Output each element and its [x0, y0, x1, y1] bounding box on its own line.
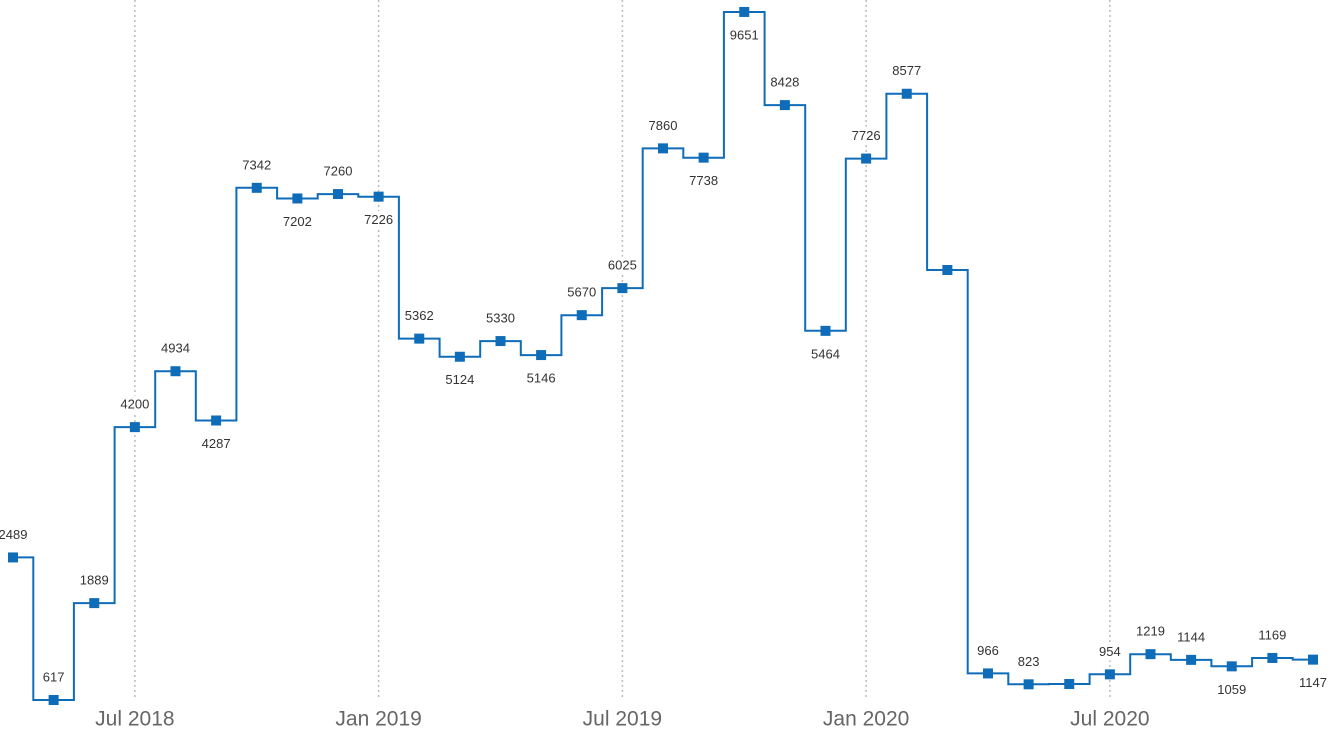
marker: [942, 264, 953, 275]
value-label: 1147: [1299, 675, 1327, 690]
marker: [1186, 654, 1197, 665]
marker: [1226, 661, 1237, 672]
marker: [251, 182, 262, 193]
x-tick-label: Jan 2019: [335, 708, 421, 731]
value-label: 5146: [527, 371, 556, 386]
marker: [861, 153, 872, 164]
value-label: 1889: [80, 573, 109, 588]
marker: [779, 100, 790, 111]
value-label: 823: [1018, 654, 1040, 669]
value-label: 8577: [892, 63, 921, 78]
marker: [414, 333, 425, 344]
marker: [211, 415, 222, 426]
value-label: 966: [977, 643, 999, 658]
value-label: 1219: [1136, 624, 1165, 639]
marker: [48, 695, 59, 706]
step-line: [13, 11, 1313, 701]
value-label: 7860: [649, 118, 678, 133]
value-label: 1144: [1177, 629, 1205, 644]
value-label: 7726: [852, 128, 881, 143]
value-label: 9651: [730, 27, 759, 42]
marker: [536, 350, 547, 361]
value-label: 7260: [324, 163, 353, 178]
marker: [1308, 654, 1318, 665]
marker: [901, 88, 912, 99]
value-label: 617: [43, 669, 65, 684]
value-label: 5330: [486, 310, 515, 325]
x-tick-label: Jul 2018: [95, 708, 174, 731]
value-label: 7342: [242, 157, 271, 172]
value-label: 954: [1099, 644, 1121, 659]
marker: [820, 325, 831, 336]
x-tick-label: Jan 2020: [823, 708, 909, 731]
marker: [739, 6, 750, 17]
marker: [333, 189, 343, 200]
value-label: 5670: [567, 285, 596, 300]
marker: [373, 191, 384, 202]
value-label: 8428: [770, 75, 799, 90]
value-label: 4200: [120, 397, 149, 412]
marker: [89, 598, 100, 609]
value-label: 7738: [689, 173, 718, 188]
value-label: 2489: [0, 527, 27, 542]
marker: [129, 422, 140, 433]
marker: [1023, 679, 1034, 690]
marker: [495, 336, 506, 347]
marker: [292, 193, 303, 204]
value-label: 1059: [1217, 682, 1246, 697]
marker: [170, 366, 181, 377]
marker: [1104, 669, 1115, 680]
marker: [658, 143, 668, 154]
x-tick-label: Jul 2019: [583, 708, 662, 731]
value-label: 4934: [161, 341, 190, 356]
x-tick-label: Jul 2020: [1070, 708, 1149, 731]
value-label: 7226: [364, 212, 393, 227]
value-label: 1169: [1258, 627, 1286, 642]
marker: [1267, 652, 1278, 663]
value-label: 5124: [445, 372, 474, 387]
value-label: 6025: [608, 258, 637, 273]
marker: [1064, 679, 1075, 690]
marker: [617, 283, 628, 294]
value-label: 5464: [811, 346, 840, 361]
marker: [983, 668, 993, 679]
value-label: 7202: [283, 214, 312, 229]
marker: [8, 552, 18, 563]
value-label: 4287: [202, 436, 231, 451]
marker: [576, 310, 587, 321]
marker: [698, 152, 709, 163]
value-label: 5362: [405, 308, 434, 323]
marker: [454, 351, 465, 362]
marker: [1145, 649, 1156, 660]
